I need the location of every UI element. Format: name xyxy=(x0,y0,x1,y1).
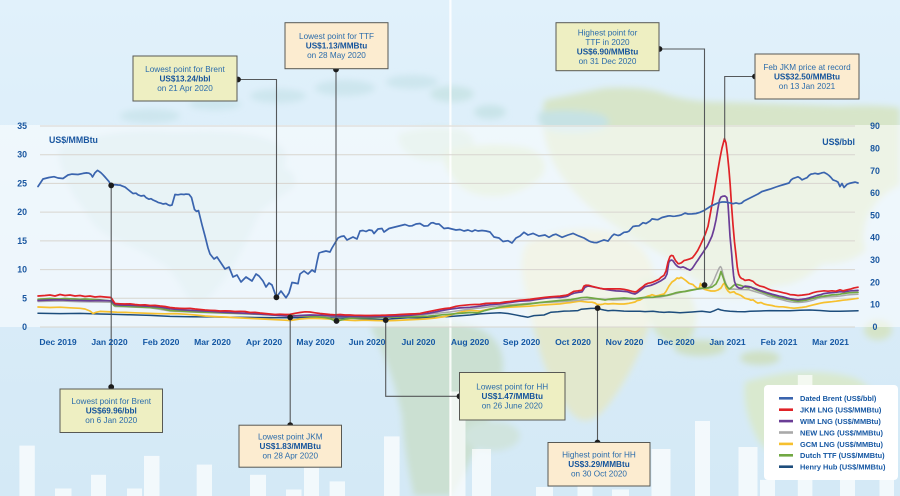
svg-text:Nov 2020: Nov 2020 xyxy=(606,337,644,347)
svg-text:Feb 2020: Feb 2020 xyxy=(143,337,180,347)
svg-text:US$32.50/MMBtu: US$32.50/MMBtu xyxy=(774,72,840,81)
svg-text:on 30 Oct 2020: on 30 Oct 2020 xyxy=(571,470,627,479)
svg-text:on 28 May 2020: on 28 May 2020 xyxy=(307,51,366,60)
svg-text:35: 35 xyxy=(17,121,27,131)
svg-text:Lowest point for TTF: Lowest point for TTF xyxy=(299,32,374,41)
svg-text:25: 25 xyxy=(17,178,27,188)
svg-text:Oct 2020: Oct 2020 xyxy=(555,337,591,347)
svg-text:0: 0 xyxy=(22,322,27,332)
svg-text:on 28 Apr 2020: on 28 Apr 2020 xyxy=(262,452,318,461)
svg-text:Mar 2021: Mar 2021 xyxy=(812,337,849,347)
svg-text:GCM LNG (US$/MMBtu): GCM LNG (US$/MMBtu) xyxy=(800,440,883,449)
svg-text:US$1.83/MMBtu: US$1.83/MMBtu xyxy=(260,442,321,451)
svg-text:on 13 Jan 2021: on 13 Jan 2021 xyxy=(779,82,836,91)
svg-text:20: 20 xyxy=(870,277,880,287)
svg-text:30: 30 xyxy=(17,150,27,160)
svg-text:JKM LNG (US$/MMBtu): JKM LNG (US$/MMBtu) xyxy=(800,406,882,415)
svg-text:50: 50 xyxy=(870,210,880,220)
svg-text:TTF in 2020: TTF in 2020 xyxy=(585,38,630,47)
svg-text:90: 90 xyxy=(870,121,880,131)
svg-text:Feb 2021: Feb 2021 xyxy=(761,337,798,347)
svg-text:on 21 Apr 2020: on 21 Apr 2020 xyxy=(157,84,213,93)
svg-text:Lowest point JKM: Lowest point JKM xyxy=(258,433,323,442)
svg-text:on 26 June 2020: on 26 June 2020 xyxy=(482,402,543,411)
svg-text:Dated Brent (US$/bbl): Dated Brent (US$/bbl) xyxy=(800,394,877,403)
svg-text:Jul 2020: Jul 2020 xyxy=(402,337,436,347)
svg-text:NEW LNG (US$/MMBtu): NEW LNG (US$/MMBtu) xyxy=(800,428,883,437)
svg-text:Jun 2020: Jun 2020 xyxy=(349,337,386,347)
svg-text:US$6.90/MMBtu: US$6.90/MMBtu xyxy=(577,47,638,56)
svg-text:Sep 2020: Sep 2020 xyxy=(503,337,540,347)
svg-text:US$/MMBtu: US$/MMBtu xyxy=(49,135,98,145)
svg-text:on 31 Dec 2020: on 31 Dec 2020 xyxy=(579,57,637,66)
svg-text:30: 30 xyxy=(870,255,880,265)
svg-text:on 6 Jan 2020: on 6 Jan 2020 xyxy=(85,416,137,425)
svg-text:60: 60 xyxy=(870,188,880,198)
svg-text:May 2020: May 2020 xyxy=(296,337,334,347)
svg-text:Dutch TTF (US$/MMBtu): Dutch TTF (US$/MMBtu) xyxy=(800,451,885,460)
svg-text:0: 0 xyxy=(873,322,878,332)
svg-text:Lowest point for HH: Lowest point for HH xyxy=(476,383,548,392)
svg-text:40: 40 xyxy=(870,233,880,243)
svg-text:80: 80 xyxy=(870,143,880,153)
svg-text:10: 10 xyxy=(17,265,27,275)
svg-text:Henry Hub (US$/MMBtu): Henry Hub (US$/MMBtu) xyxy=(800,463,886,472)
svg-text:Jan 2021: Jan 2021 xyxy=(709,337,746,347)
svg-text:WIM LNG (US$/MMBtu): WIM LNG (US$/MMBtu) xyxy=(800,417,881,426)
svg-text:10: 10 xyxy=(870,300,880,310)
svg-text:Aug 2020: Aug 2020 xyxy=(451,337,489,347)
svg-text:US$/bbl: US$/bbl xyxy=(822,137,855,147)
svg-text:US$3.29/MMBtu: US$3.29/MMBtu xyxy=(568,460,629,469)
svg-text:Feb JKM price at record: Feb JKM price at record xyxy=(763,63,851,72)
svg-text:Dec 2019: Dec 2019 xyxy=(39,337,76,347)
svg-text:Lowest point for Brent: Lowest point for Brent xyxy=(71,397,151,406)
svg-text:15: 15 xyxy=(17,236,27,246)
svg-text:Mar 2020: Mar 2020 xyxy=(194,337,231,347)
svg-text:US$1.13/MMBtu: US$1.13/MMBtu xyxy=(306,42,367,51)
svg-text:5: 5 xyxy=(22,293,27,303)
svg-text:Jan 2020: Jan 2020 xyxy=(91,337,128,347)
svg-text:US$13.24/bbl: US$13.24/bbl xyxy=(160,74,211,83)
svg-text:Apr 2020: Apr 2020 xyxy=(246,337,283,347)
svg-text:Highest point for HH: Highest point for HH xyxy=(562,451,636,460)
svg-text:Lowest point for Brent: Lowest point for Brent xyxy=(145,65,225,74)
svg-text:Dec 2020: Dec 2020 xyxy=(657,337,694,347)
svg-text:Highest point for: Highest point for xyxy=(578,28,638,37)
svg-text:US$69.96/bbl: US$69.96/bbl xyxy=(86,407,137,416)
svg-text:70: 70 xyxy=(870,166,880,176)
svg-text:20: 20 xyxy=(17,207,27,217)
svg-text:US$1.47/MMBtu: US$1.47/MMBtu xyxy=(482,392,543,401)
